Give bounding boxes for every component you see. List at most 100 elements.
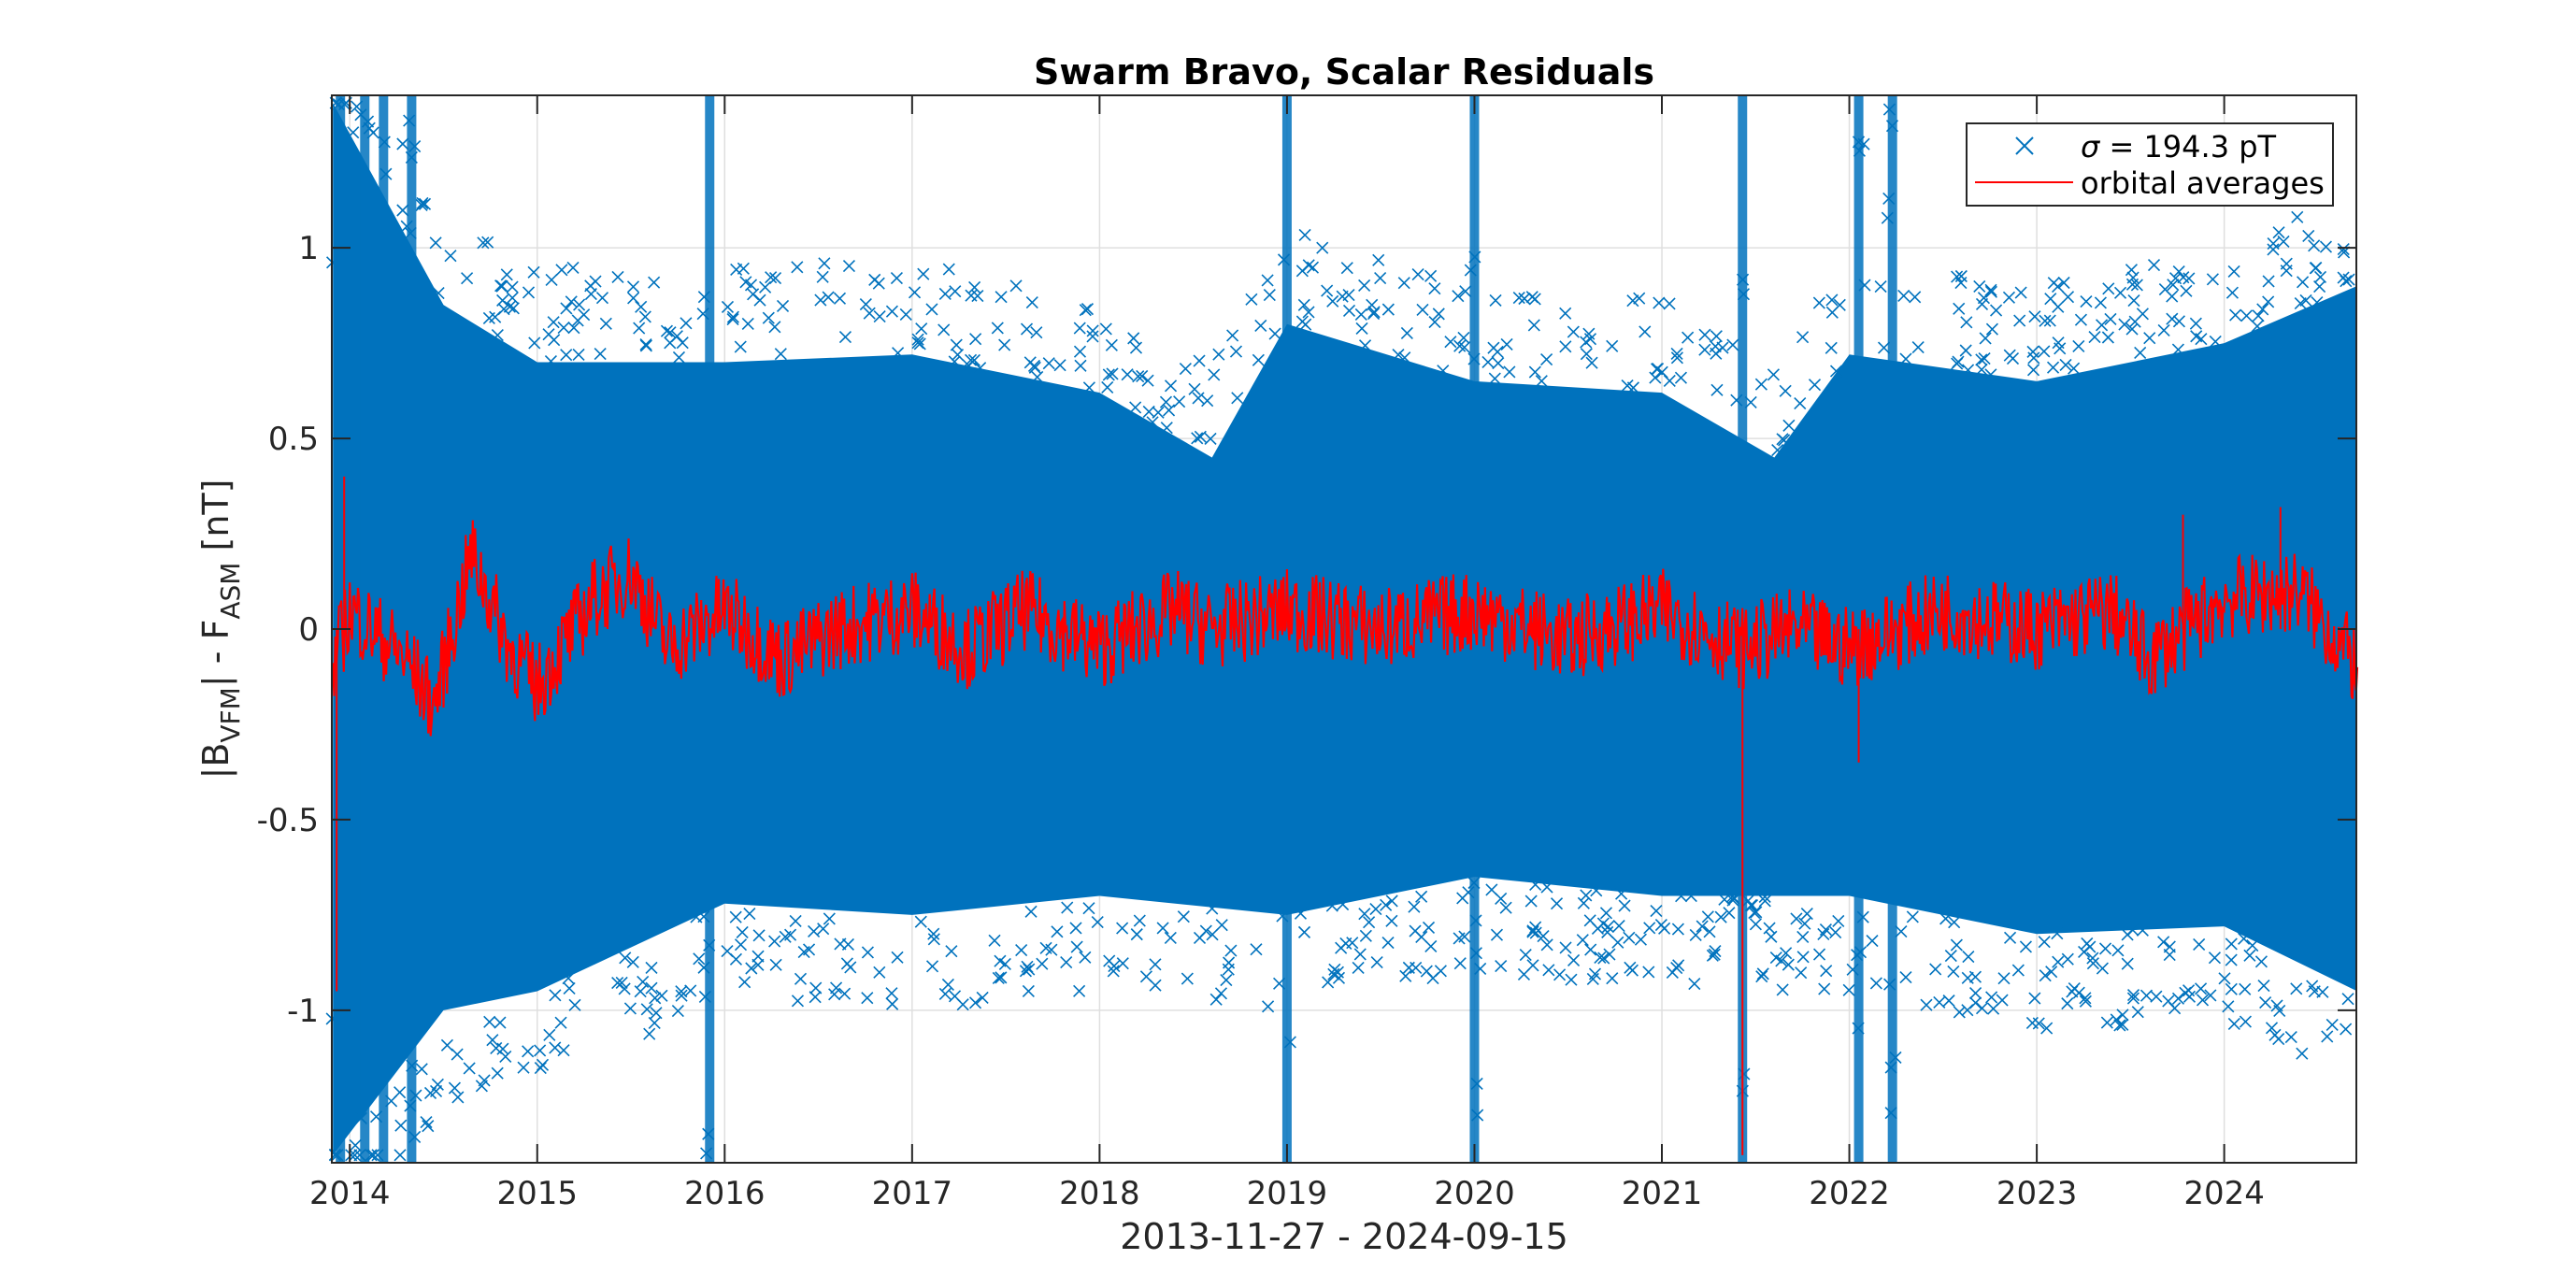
residual-point — [557, 321, 570, 335]
residual-point — [1458, 341, 1471, 354]
residual-point — [1832, 914, 1845, 927]
residual-spike — [1281, 95, 1292, 1163]
residual-point — [1961, 364, 1975, 377]
residual-point — [743, 908, 756, 921]
residual-point — [1709, 339, 1722, 353]
residual-point — [1250, 943, 1263, 956]
residual-point — [1340, 262, 1353, 275]
residual-point — [2130, 279, 2143, 292]
residual-point — [2057, 276, 2070, 290]
residual-point — [1782, 958, 1795, 971]
x-tick-label-2022: 2022 — [1809, 1175, 1890, 1212]
residual-point — [1526, 925, 1539, 938]
residual-point — [645, 961, 658, 975]
residual-point — [567, 322, 580, 335]
residual-point — [1159, 395, 1173, 408]
residual-point — [1194, 430, 1207, 443]
residual-point — [1129, 341, 1143, 354]
residual-point — [1519, 949, 1532, 962]
residual-point — [2134, 346, 2147, 360]
residual-point — [1984, 283, 1997, 296]
residual-point — [951, 348, 965, 362]
residual-point — [542, 328, 555, 341]
y-label-part3: [nT] — [195, 479, 236, 563]
residual-point — [1079, 951, 1092, 964]
residual-point — [1487, 341, 1500, 354]
residual-point — [366, 1149, 380, 1162]
residual-point — [2068, 362, 2081, 375]
residual-point — [2027, 351, 2040, 365]
residual-point — [1909, 291, 1922, 304]
residual-point — [545, 273, 558, 287]
residual-point — [1337, 898, 1350, 911]
residual-point — [1975, 297, 1989, 311]
residual-point — [2116, 1018, 2129, 1031]
residual-point — [1969, 986, 1982, 1000]
residual-point — [2302, 229, 2315, 243]
residual-point — [2046, 361, 2060, 374]
residual-point — [1149, 958, 1162, 971]
residual-point — [994, 954, 1007, 967]
residual-point — [1149, 979, 1162, 992]
residual-point — [969, 333, 982, 346]
residual-point — [2088, 330, 2101, 344]
residual-point — [964, 353, 978, 366]
residual-point — [726, 310, 739, 323]
residual-point — [1214, 987, 1228, 1000]
residual-point — [1642, 966, 1655, 979]
residual-point — [1204, 432, 1217, 445]
residual-point — [2045, 966, 2058, 979]
residual-point — [2277, 235, 2290, 249]
residual-point — [440, 1038, 453, 1052]
residual-point — [1698, 343, 1711, 356]
residual-point — [784, 928, 797, 941]
residual-point — [2340, 1023, 2353, 1036]
residual-point — [1422, 921, 1436, 934]
chart-title: Swarm Bravo, Scalar Residuals — [1034, 51, 1654, 93]
residual-point — [349, 1149, 362, 1162]
residual-point — [2180, 284, 2193, 297]
residual-point — [1670, 347, 1683, 360]
residual-point — [1452, 290, 1465, 303]
residual-point — [1650, 904, 1663, 918]
residual-point — [1069, 922, 1082, 935]
residual-point — [626, 955, 639, 968]
residual-point — [1726, 338, 1739, 351]
orbital-average-line — [332, 520, 2359, 737]
residual-point — [560, 349, 573, 362]
residual-point — [814, 293, 827, 307]
residual-point — [2011, 964, 2025, 977]
residual-point — [768, 321, 781, 334]
residual-point — [1559, 307, 1572, 320]
y-label-part1: |B — [195, 743, 237, 780]
residual-point — [1833, 298, 1846, 311]
residual-point — [1411, 267, 1424, 281]
residual-point — [2126, 271, 2140, 284]
residual-point — [1611, 936, 1624, 949]
residual-point — [572, 348, 585, 361]
residual-point — [1042, 357, 1055, 370]
residual-point — [1209, 993, 1223, 1006]
residual-point — [1392, 348, 1405, 362]
residual-point — [1321, 284, 1334, 297]
residual-point — [1796, 331, 1810, 344]
residual-point — [1559, 941, 1572, 954]
residual-point — [1877, 341, 1891, 354]
residual-point — [672, 351, 686, 365]
residual-point — [1224, 944, 1238, 957]
residual-point — [2280, 257, 2293, 270]
legend-label-residuals: σ = 194.3 pT — [2081, 129, 2277, 165]
residual-point — [1540, 880, 1553, 894]
residual-point — [2308, 985, 2321, 998]
residual-point — [432, 286, 445, 300]
residual-point — [2102, 282, 2115, 295]
residual-point — [1634, 933, 1647, 946]
residual-point — [2296, 1047, 2309, 1060]
residual-point — [1726, 894, 1739, 907]
residual-point — [741, 317, 754, 330]
residual-point — [483, 1015, 496, 1028]
residual-point — [873, 966, 886, 979]
residual-point — [885, 987, 898, 1000]
residual-point — [1911, 340, 1925, 354]
